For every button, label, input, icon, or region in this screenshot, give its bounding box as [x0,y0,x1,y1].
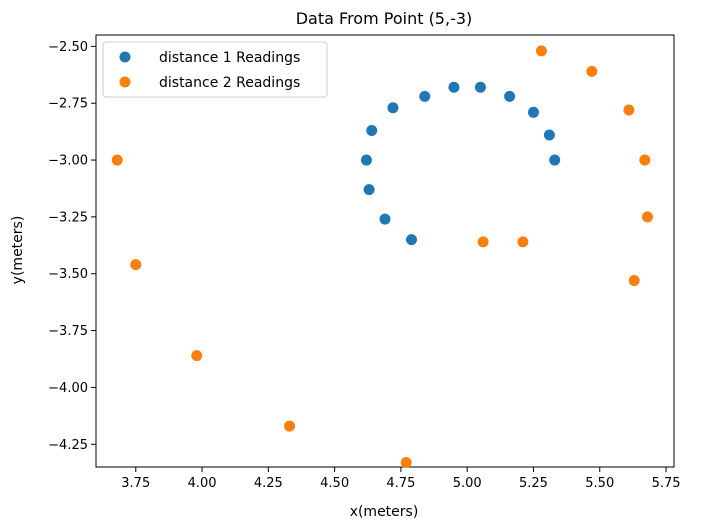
data-point [504,90,516,102]
data-point [191,350,203,362]
data-point [130,259,142,271]
data-point [360,154,372,166]
data-point [628,275,640,287]
data-point [586,65,598,77]
plot-frame [95,34,675,468]
data-point [623,104,635,116]
x-tick-label: 5.50 [585,476,614,491]
y-tick-label: −2.75 [48,97,88,112]
data-point [111,154,123,166]
x-tick-label: 5.00 [453,476,482,491]
data-point [549,154,561,166]
plot-area [95,34,675,468]
data-point [477,236,489,248]
y-tick-label: −3.25 [48,210,88,225]
legend-entry: distance 2 Readings [159,75,300,91]
data-point [400,456,412,468]
legend-box [102,41,328,98]
y-tick-label: −3.50 [48,267,88,282]
data-point [535,45,547,57]
data-point [284,420,296,432]
data-point [363,184,375,196]
data-point [379,213,391,225]
x-tick-label: 5.25 [519,476,548,491]
data-point [366,124,378,136]
legend-marker [119,76,131,88]
x-tick-label: 4.25 [254,476,283,491]
x-axis: 3.75 4.00 4.25 4.50 4.75 5.00 5.25 5.50 5.75 [121,467,681,491]
data-point [639,154,651,166]
y-tick-label: −4.25 [48,438,88,453]
y-tick-label: −2.50 [48,40,88,55]
data-point [406,234,418,246]
x-axis-label: x(meters) [350,504,419,520]
x-tick-label: 4.00 [188,476,217,491]
y-tick-label: −3.00 [48,154,88,169]
y-tick-label: −4.00 [48,381,88,396]
legend: distance 1 Readings distance 2 Readings [102,41,328,98]
y-axis: −2.50 −2.75 −3.00 −3.25 −3.50 −3.75 −4.00 −4.25 [48,40,96,453]
data-point [387,102,399,114]
y-axis-label: y(meters) [10,216,26,285]
data-point [419,90,431,102]
legend-entry: distance 1 Readings [159,50,300,66]
data-point [448,81,460,93]
y-tick-label: −3.75 [48,324,88,339]
series-1 [360,81,561,246]
data-point [527,106,539,118]
data-point [543,129,555,141]
x-tick-label: 3.75 [121,476,150,491]
data-point [641,211,653,223]
x-tick-label: 5.75 [652,476,681,491]
data-point [474,81,486,93]
legend-marker [119,51,131,63]
x-tick-label: 4.50 [320,476,349,491]
data-point [517,236,529,248]
series-2 [111,45,653,468]
chart-title: Data From Point (5,-3) [296,9,473,28]
x-tick-label: 4.75 [386,476,415,491]
